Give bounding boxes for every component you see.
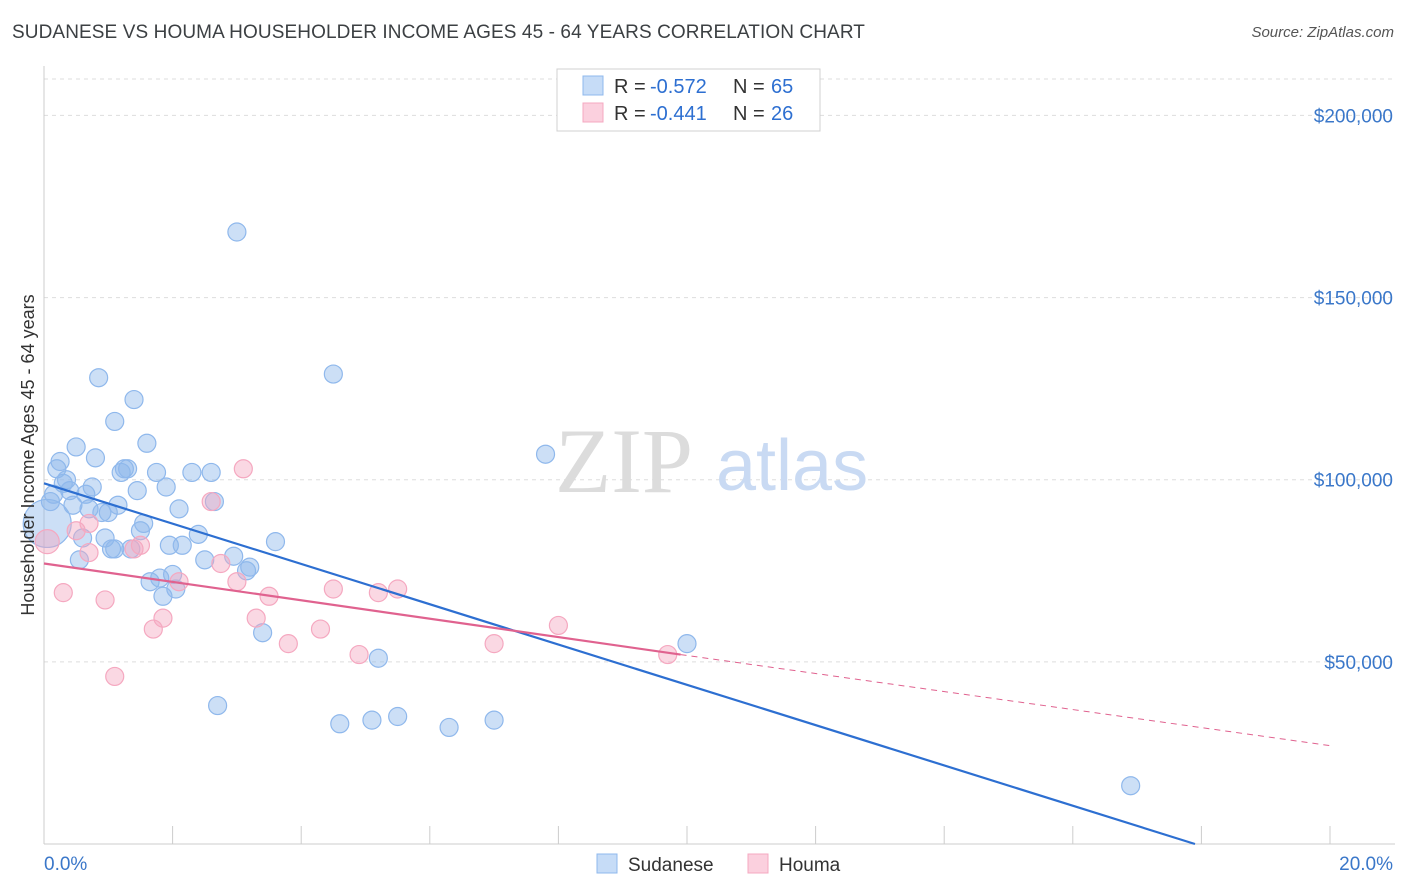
bottom-legend-houma: Houma [779, 855, 841, 876]
houma-point [105, 666, 125, 687]
bottom-legend-sudanese: Sudanese [628, 855, 714, 876]
sudanese-point [85, 448, 106, 468]
legend: R = -0.572 N = 65 R = -0.441 N = 26 [556, 68, 821, 132]
houma-point [153, 608, 173, 628]
sudanese-point [368, 648, 388, 668]
sudanese-point [195, 550, 215, 570]
sudanese-point [172, 535, 192, 555]
houma-point [211, 553, 231, 574]
houma-point [79, 542, 99, 563]
legend-n-houma: 26 [771, 103, 793, 125]
tick-labels: $50,000 $100,000 $150,000 $200,000 0.0% 20.0% [44, 106, 1393, 875]
sudanese-point [208, 695, 228, 716]
x-tick-label: 0.0% [44, 854, 87, 875]
sudanese-point [201, 462, 221, 483]
legend-r-houma: -0.441 [650, 103, 707, 125]
houma-trend-extension [680, 654, 1331, 747]
legend-r-label-houma: R = [614, 103, 646, 125]
sudanese-point [240, 557, 260, 577]
axes [43, 66, 1395, 845]
bottom-legend: Sudanese Houma [596, 853, 841, 876]
houma-point [368, 583, 388, 603]
legend-n-sudanese: 65 [771, 76, 793, 98]
watermark-atlas: atlas [716, 426, 868, 506]
sudanese-point [484, 710, 504, 730]
legend-r-sudanese: -0.572 [650, 76, 707, 98]
sudanese-point [439, 717, 459, 738]
houma-point [34, 529, 60, 555]
sudanese-point [156, 477, 176, 497]
sudanese-point [137, 433, 157, 453]
data-points [22, 222, 1141, 796]
sudanese-point [111, 462, 131, 483]
bottom-legend-swatch-sudanese [596, 853, 618, 874]
sudanese-point [89, 368, 109, 388]
y-tick-label: $100,000 [1314, 471, 1393, 492]
chart-title: SUDANESE VS HOUMA HOUSEHOLDER INCOME AGE… [12, 22, 866, 43]
sudanese-point [105, 539, 125, 559]
houma-point [79, 513, 99, 534]
legend-n-label-sudanese: N = [733, 76, 765, 98]
houma-point [201, 491, 221, 512]
legend-swatch-houma [582, 102, 604, 123]
houma-point [548, 615, 569, 636]
sudanese-point [265, 532, 286, 552]
sudanese-point [50, 451, 70, 472]
x-tick-label: 20.0% [1339, 854, 1393, 875]
sudanese-point [95, 528, 115, 548]
houma-point [323, 579, 343, 599]
sudanese-point [323, 364, 343, 384]
sudanese-point [117, 459, 138, 479]
y-tick-label: $200,000 [1314, 106, 1393, 127]
houma-point [124, 539, 144, 559]
sudanese-point [227, 222, 247, 242]
sudanese-point [92, 502, 112, 523]
sudanese-point [146, 462, 167, 483]
sudanese-point [163, 564, 183, 585]
sudanese-point [127, 481, 147, 501]
sudanese-point [66, 437, 86, 457]
legend-swatch-sudanese [582, 75, 604, 96]
houma-point [143, 619, 163, 639]
sudanese-point [362, 710, 382, 730]
sudanese-point [535, 444, 556, 464]
sudanese-point [56, 470, 77, 490]
houma-trend-line [43, 562, 681, 656]
legend-n-label-houma: N = [733, 103, 765, 125]
source-label: Source: ZipAtlas.com [1251, 24, 1394, 41]
sudanese-point [182, 462, 202, 483]
sudanese-point [82, 477, 102, 497]
houma-point [130, 535, 151, 555]
y-tick-label: $150,000 [1314, 289, 1393, 310]
sudanese-point [63, 495, 83, 515]
houma-point [349, 644, 369, 665]
sudanese-point [330, 714, 350, 734]
y-tick-label: $50,000 [1324, 653, 1393, 674]
sudanese-point [169, 499, 189, 519]
sudanese-trend-line [43, 482, 1196, 846]
houma-point [484, 634, 504, 654]
houma-point [227, 572, 247, 592]
sudanese-point [124, 389, 144, 410]
houma-point [95, 590, 115, 610]
sudanese-point [105, 411, 125, 432]
sudanese-point [677, 634, 697, 654]
y-axis-label: Householder Income Ages 45 - 64 years [18, 294, 38, 615]
houma-point [278, 634, 298, 654]
sudanese-point [1121, 776, 1141, 796]
watermark-zip: ZIP [555, 410, 693, 512]
sudanese-point [388, 706, 408, 727]
houma-point [233, 459, 253, 479]
bottom-legend-swatch-houma [747, 853, 769, 874]
trend-lines [43, 482, 1331, 846]
legend-r-label-sudanese: R = [614, 76, 646, 98]
sudanese-point [236, 561, 257, 581]
sudanese-point [108, 495, 128, 515]
houma-point [310, 619, 331, 639]
houma-point [53, 583, 73, 603]
houma-point [246, 608, 266, 628]
sudanese-point [79, 499, 99, 519]
